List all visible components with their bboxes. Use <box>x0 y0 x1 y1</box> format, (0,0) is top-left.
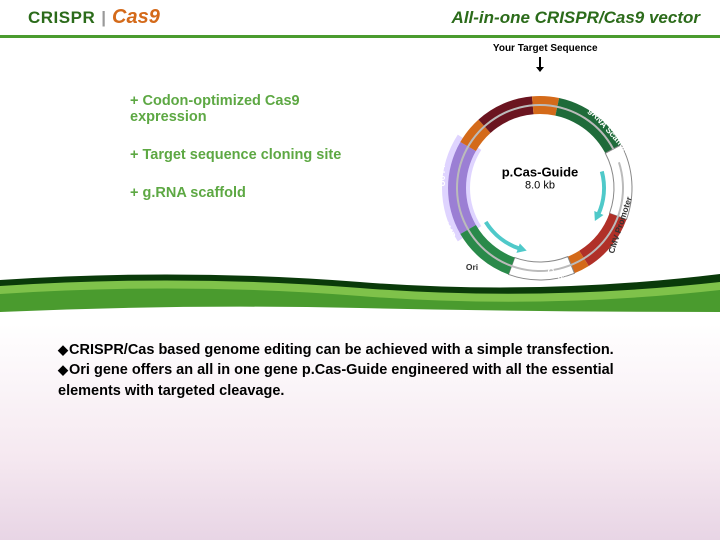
segment-label: AAAA <box>556 88 576 95</box>
segment-label: GATC <box>492 88 511 95</box>
segment-label: U6 Promoter <box>437 135 447 186</box>
target-sequence-label: Your Target Sequence <box>493 43 598 54</box>
bullet-block: CRISPR/Cas based genome editing can be a… <box>58 340 678 401</box>
target-arrow-icon <box>539 57 541 69</box>
green-swoosh <box>0 268 720 312</box>
bullet-line: Ori gene offers an all in one gene p.Cas… <box>58 360 678 401</box>
bullet-line: CRISPR/Cas based genome editing can be a… <box>58 340 678 360</box>
cas9-label: Cas9 <box>112 6 160 29</box>
header-bar: CRISPR | Cas9 All-in-one CRISPR/Cas9 vec… <box>0 0 720 38</box>
plasmid-size: 8.0 kb <box>502 180 579 192</box>
feature-item: g.RNA scaffold <box>130 185 380 201</box>
header-left: CRISPR | Cas9 <box>28 6 160 29</box>
header-subtitle: All-in-one CRISPR/Cas9 vector <box>452 8 700 28</box>
plasmid-segment <box>478 96 533 133</box>
features-column: Codon-optimized Cas9 expression Target s… <box>0 38 380 298</box>
plasmid-center-label: p.Cas-Guide 8.0 kb <box>502 165 579 192</box>
feature-item: Codon-optimized Cas9 expression <box>130 93 380 125</box>
plasmid-name: p.Cas-Guide <box>502 165 579 180</box>
feature-item: Target sequence cloning site <box>130 147 380 163</box>
header-pipe: | <box>101 8 106 28</box>
crispr-label: CRISPR <box>28 8 95 28</box>
main-row: Codon-optimized Cas9 expression Target s… <box>0 38 720 298</box>
